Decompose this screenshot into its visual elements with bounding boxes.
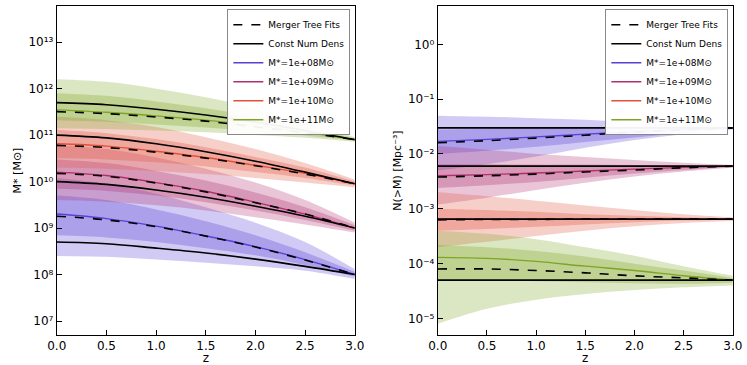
svg-text:10⁸: 10⁸ — [33, 268, 53, 282]
svg-text:M*=1e+09M⊙: M*=1e+09M⊙ — [268, 77, 333, 87]
svg-text:10¹⁰: 10¹⁰ — [28, 175, 53, 189]
svg-text:3.0: 3.0 — [345, 339, 364, 353]
svg-text:M*=1e+08M⊙: M*=1e+08M⊙ — [268, 58, 333, 68]
svg-text:10¹³: 10¹³ — [28, 35, 53, 49]
svg-text:10⁻⁵: 10⁻⁵ — [408, 312, 435, 326]
svg-text:M*=1e+08M⊙: M*=1e+08M⊙ — [646, 58, 711, 68]
svg-text:Const Num Dens: Const Num Dens — [646, 39, 722, 49]
svg-text:2.0: 2.0 — [625, 339, 644, 353]
svg-text:M*=1e+11M⊙: M*=1e+11M⊙ — [646, 115, 711, 125]
svg-text:M*=1e+09M⊙: M*=1e+09M⊙ — [646, 77, 711, 87]
svg-text:10⁻⁴: 10⁻⁴ — [408, 257, 435, 271]
svg-text:Merger Tree Fits: Merger Tree Fits — [268, 20, 340, 30]
svg-text:z: z — [582, 351, 588, 365]
svg-text:M*=1e+10M⊙: M*=1e+10M⊙ — [646, 96, 711, 106]
svg-text:0.5: 0.5 — [97, 339, 116, 353]
svg-text:N(>M) [Mpc⁻³]: N(>M) [Mpc⁻³] — [391, 130, 404, 210]
svg-text:z: z — [203, 351, 209, 365]
svg-text:2.5: 2.5 — [296, 339, 315, 353]
svg-text:10⁷: 10⁷ — [33, 314, 53, 328]
svg-text:1.0: 1.0 — [147, 339, 166, 353]
svg-text:0.5: 0.5 — [477, 339, 496, 353]
svg-text:10⁻²: 10⁻² — [408, 147, 435, 161]
svg-text:M* [M⊙]: M* [M⊙] — [11, 148, 24, 194]
svg-text:10⁻³: 10⁻³ — [408, 202, 435, 216]
svg-text:10⁻¹: 10⁻¹ — [408, 92, 435, 106]
svg-text:Merger Tree Fits: Merger Tree Fits — [646, 20, 718, 30]
svg-text:Const Num Dens: Const Num Dens — [268, 39, 344, 49]
svg-text:10⁹: 10⁹ — [33, 221, 53, 235]
svg-text:1.5: 1.5 — [576, 339, 595, 353]
svg-text:1.5: 1.5 — [196, 339, 215, 353]
svg-text:2.0: 2.0 — [246, 339, 265, 353]
svg-text:0.0: 0.0 — [47, 339, 66, 353]
svg-text:10¹¹: 10¹¹ — [28, 128, 53, 142]
svg-text:M*=1e+10M⊙: M*=1e+10M⊙ — [268, 96, 333, 106]
svg-text:M*=1e+11M⊙: M*=1e+11M⊙ — [268, 115, 333, 125]
svg-text:3.0: 3.0 — [723, 339, 742, 353]
svg-text:0.0: 0.0 — [428, 339, 447, 353]
svg-text:2.5: 2.5 — [674, 339, 693, 353]
svg-text:10¹²: 10¹² — [28, 82, 53, 96]
svg-text:1.0: 1.0 — [527, 339, 546, 353]
svg-text:10⁰: 10⁰ — [414, 38, 434, 52]
